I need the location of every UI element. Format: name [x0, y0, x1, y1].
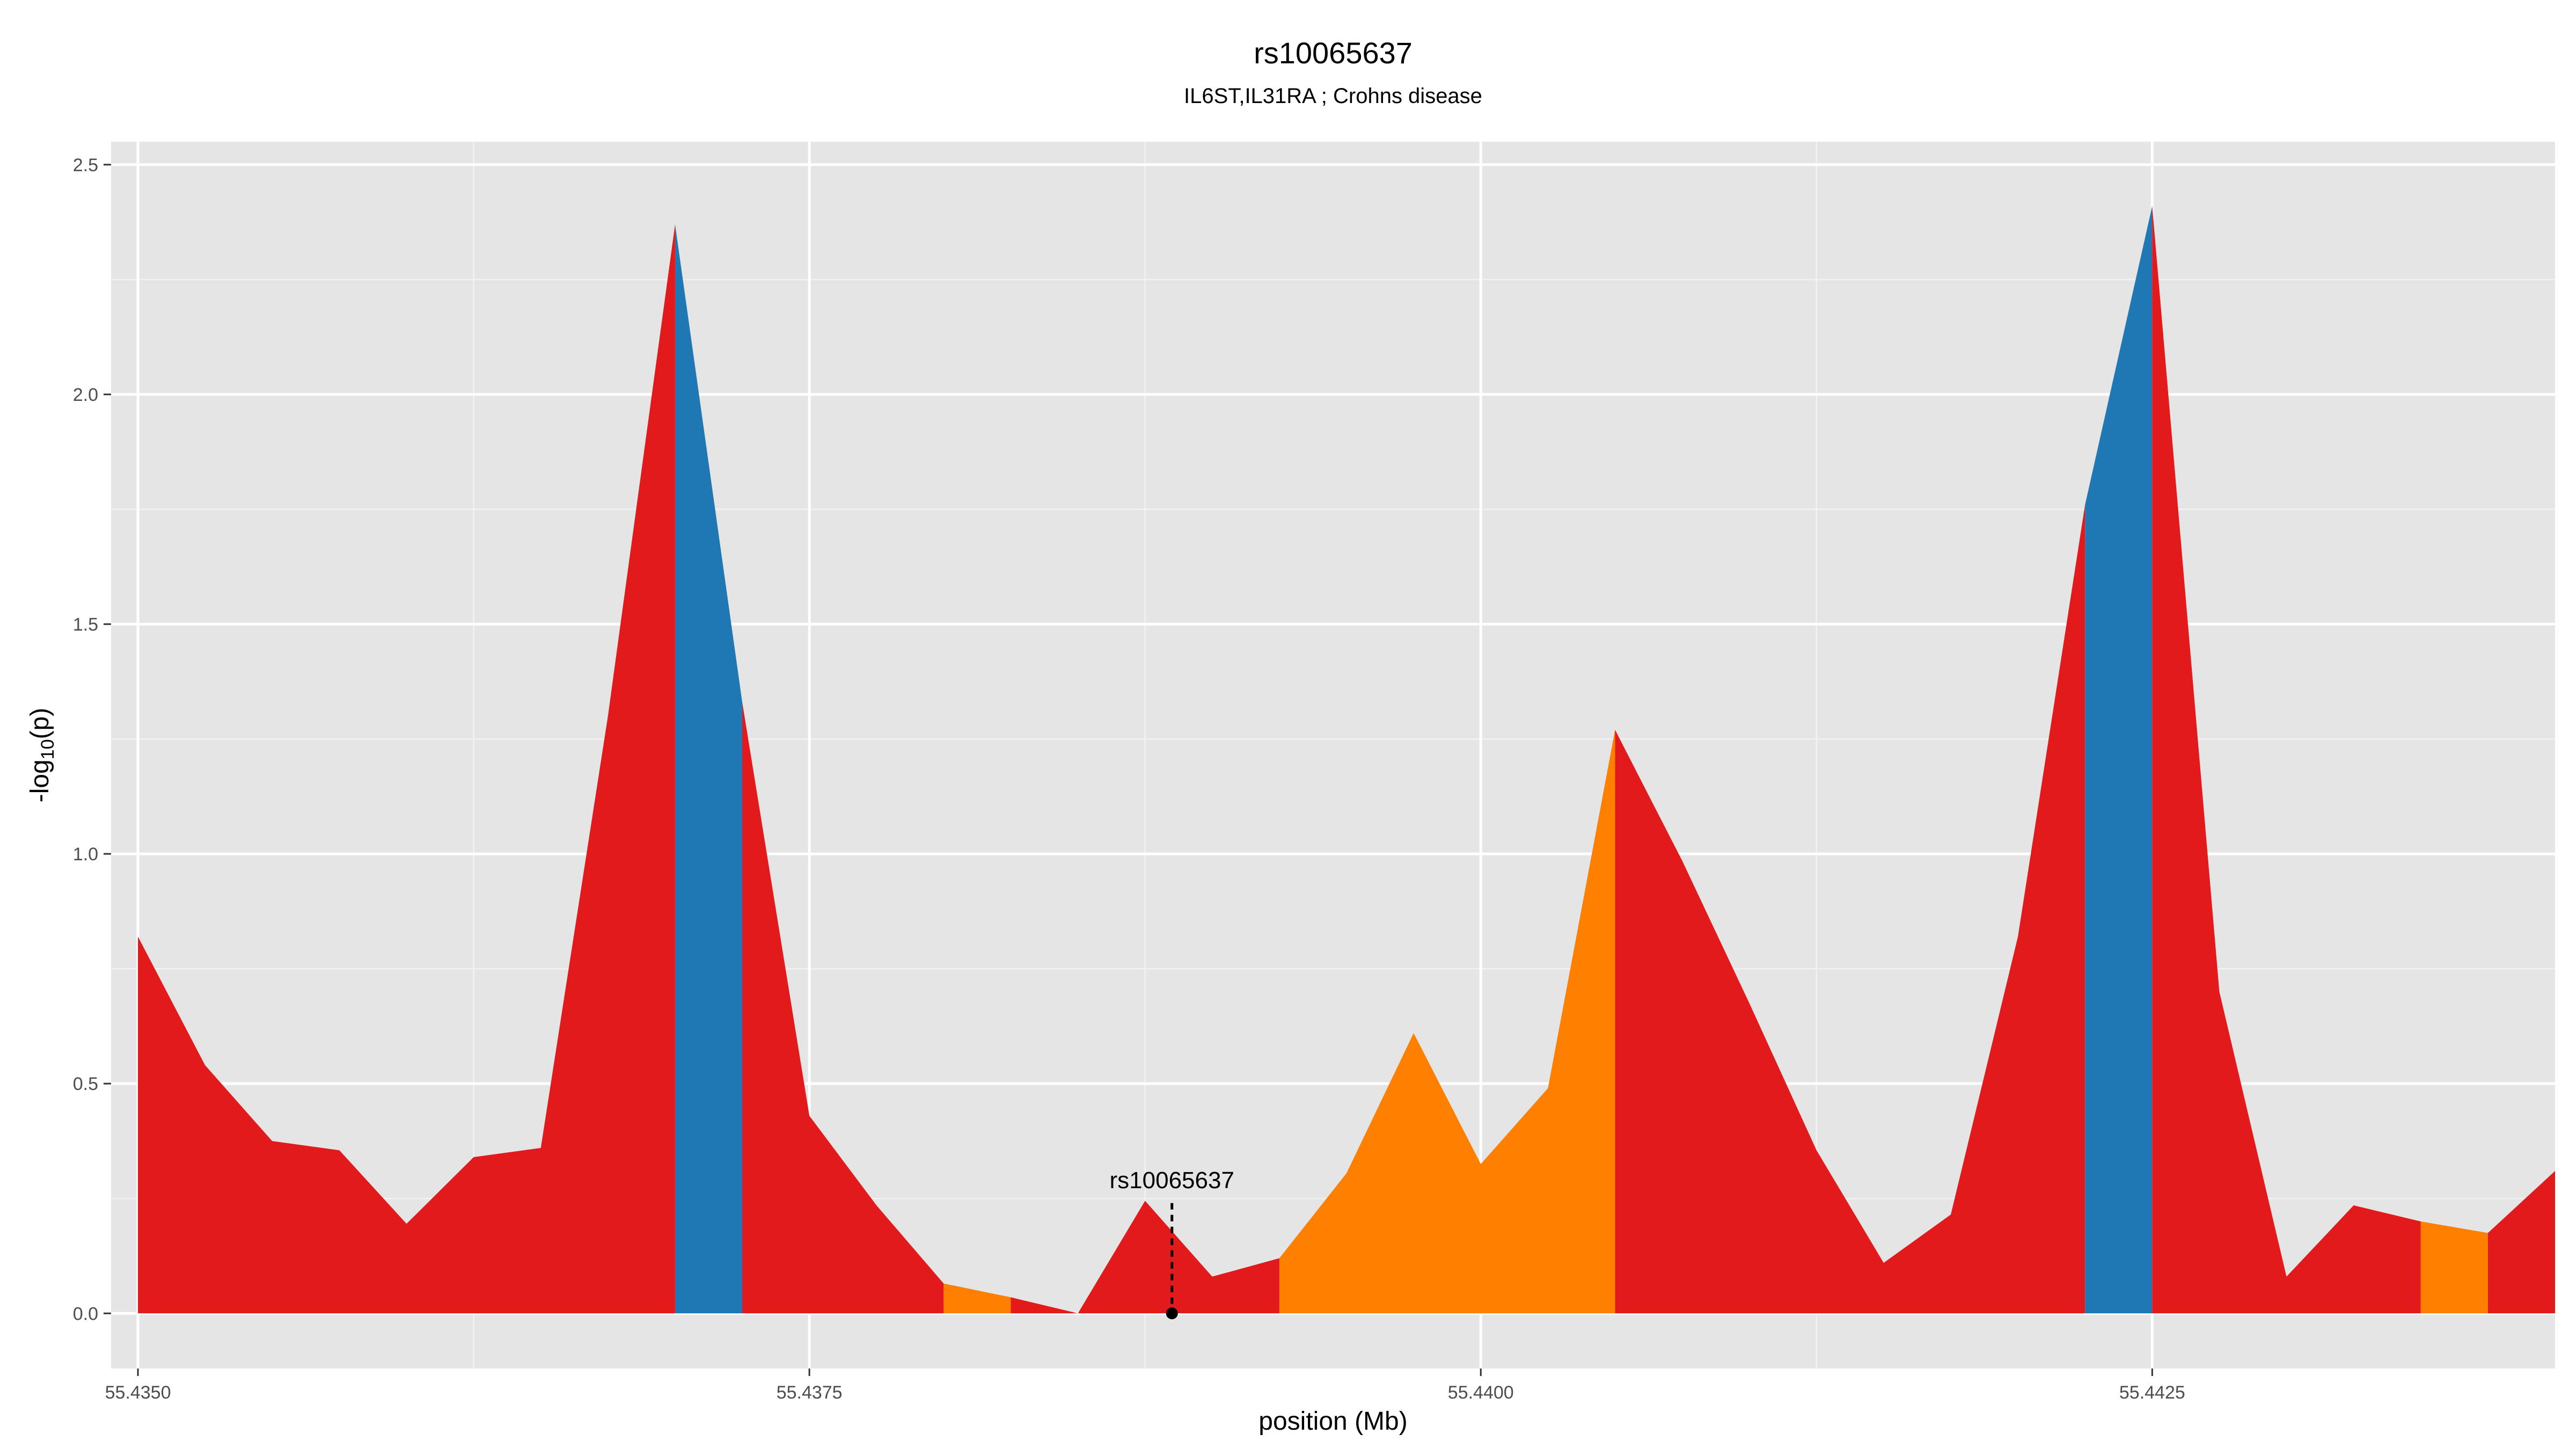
x-tick-label: 55.4400 [1448, 1382, 1514, 1403]
chart-subtitle: IL6ST,IL31RA ; Crohns disease [1184, 84, 1482, 108]
y-axis-label-tail: (p) [26, 708, 54, 740]
y-axis-label-main: -log [26, 759, 54, 802]
x-axis-label: position (Mb) [1258, 1407, 1407, 1436]
area-segment-red [1011, 1201, 1279, 1314]
y-tick-label: 1.0 [73, 844, 98, 865]
area-segment-red [1615, 504, 2085, 1314]
y-tick-label: 0.0 [73, 1304, 98, 1324]
x-tick-label: 55.4375 [777, 1382, 843, 1403]
x-axis: 55.4350 55.4375 55.4400 55.4425 [105, 1368, 2185, 1403]
x-tick-label: 55.4425 [2119, 1382, 2185, 1403]
y-tick-label: 2.5 [73, 155, 98, 175]
x-tick-label: 55.4350 [105, 1382, 171, 1403]
area-segment-orange [943, 1283, 1011, 1314]
chart-title: rs10065637 [1254, 36, 1413, 70]
area-segment-blue [675, 224, 743, 1314]
y-tick-label: 0.5 [73, 1074, 98, 1094]
y-tick-label: 2.0 [73, 385, 98, 405]
area-segment-red [2152, 206, 2421, 1314]
area-segment-red [742, 702, 944, 1314]
area-segment-red [2487, 1170, 2555, 1314]
area-series [138, 206, 2555, 1314]
marker-point [1166, 1307, 1178, 1320]
y-tick-label: 1.5 [73, 614, 98, 635]
y-axis: 0.0 0.5 1.0 1.5 2.0 2.5 [73, 155, 111, 1324]
area-segment-orange [2420, 1221, 2488, 1314]
snp-marker: rs10065637 [1110, 1167, 1234, 1320]
marker-label: rs10065637 [1110, 1167, 1234, 1194]
area-segment-blue [2085, 206, 2153, 1314]
y-axis-label: -log10(p) [26, 708, 58, 803]
area-segment-red [138, 224, 675, 1314]
area-segment-orange [1279, 729, 1615, 1314]
y-axis-label-subscript: 10 [38, 739, 58, 759]
